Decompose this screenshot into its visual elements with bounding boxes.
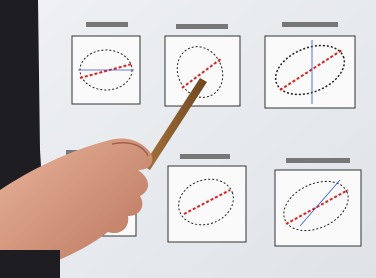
sleeve — [0, 250, 60, 278]
page — [0, 0, 376, 278]
plot-panel — [168, 154, 246, 242]
photo — [0, 0, 376, 278]
plot-panel — [275, 158, 361, 246]
plot-panel — [165, 24, 240, 106]
